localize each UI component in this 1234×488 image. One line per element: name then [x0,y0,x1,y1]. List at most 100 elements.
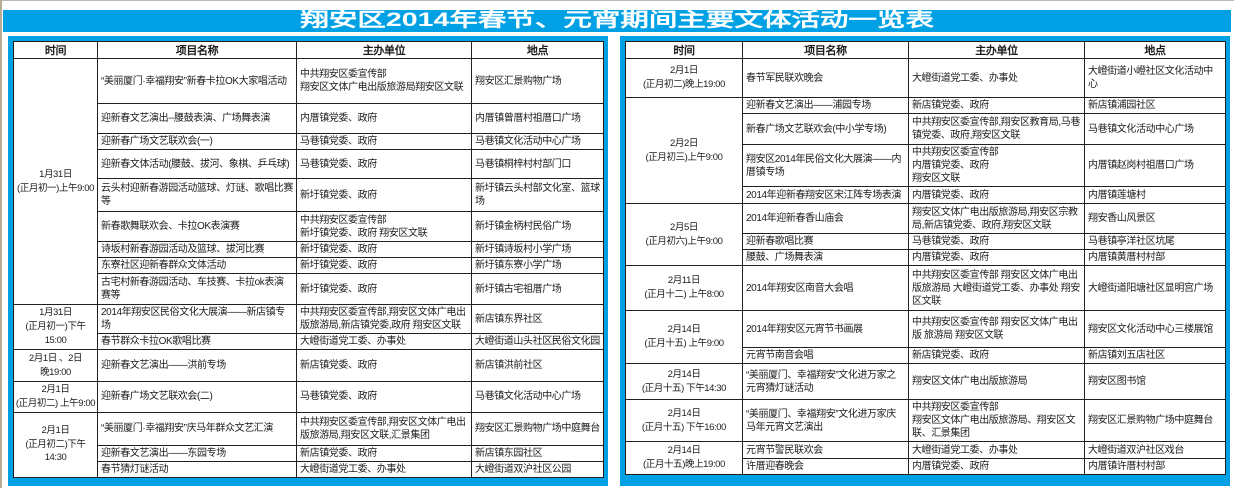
event-row: 云头村迎新春游园活动篮球、灯谜、歌唱比赛等 新圩镇党委、政府 新圩镇云头村部文化室、… [14,178,604,212]
time-cell: 1月31日 (正月初一)上午9:00 [13,58,98,305]
organizer-cell: 马巷镇党委、政府 [296,381,472,413]
event-row: 2月1日 (正月初二)下午 14:30 “美丽厦门·幸福翔安”庆马年群众文艺汇演中… [13,411,604,478]
organizer-cell: 新店镇党委、政府 [908,347,1085,364]
organizer-cell: 中共翔安区委宣传部,翔安区文体广电出版旅游局,新店镇党委,政府 翔安区文联 [296,304,472,334]
organizer-cell: 内厝镇党委、政府 [296,103,472,134]
organizer-column-header: 主办单位 [908,41,1085,59]
time-cell: 2月1日 (正月初二) 上午9:00 [13,381,98,413]
activity-name-cell: 迎新春文艺演出——浦园专场 [742,97,909,114]
location-cell: 马巷镇文化活动中心广场 [471,133,604,150]
location-cell: 马巷镇文化活动中心广场 [1084,113,1226,145]
organizer-cell: 新圩镇党委、政府 [296,178,472,212]
time-cell: 1月31日 (正月初一)下午15:00 [13,304,98,350]
time-cell: 2月1日 、2日 晚19:00 [13,349,98,382]
activity-name-cell: 2014年翔安区民俗文化大展演——新店镇专场 [97,304,297,334]
events-table-left: 时间 项目名称 主办单位 地点 1月31日 (正月初一)上午9:00 “美丽厦门·幸福翔安… [13,41,604,478]
time-cell: 2月2日 (正月初三)上午9:00 [625,97,743,204]
event-row: 诗坂村新春游园活动及篮球、拔河比赛 新圩镇党委、政府 新圩镇诗坂村小学广场 [14,241,604,258]
event-row: 东寮社区迎新春群众文体活动 新圩镇党委、政府 新圩镇东寮小学广场 [14,257,604,274]
activity-name-cell: “美丽厦门·幸福翔安”庆马年群众文艺汇演 [97,411,297,446]
activity-name-cell: “美丽厦门、幸福翔安”文化进万家庆马年元宵文艺演出 [742,399,909,442]
location-cell: 新店镇东界社区 [471,304,604,334]
activity-name-cell: 春节猜灯谜活动 [97,460,297,478]
activity-name-cell: 迎新春文艺演出--腰鼓表演、广场舞表演 [97,103,297,134]
event-row: 迎新春文艺演出——东园专场 新店镇党委、政府 新店镇东园社区 [14,444,604,462]
organizer-cell: 中共翔安区委宣传部 翔安区文体广电出版旅游局、翔安区文联、汇景集团 [908,399,1085,442]
organizer-cell: 新店镇党委、政府 [296,349,472,382]
organizer-cell: 大嶝街道党工委、办事处 [908,58,1085,98]
organizer-cell: 马巷镇党委、政府 [908,233,1085,250]
location-cell: 新圩镇东寮小学广场 [471,257,604,274]
page-title: 翔安区2014年春节、元宵期间主要文体活动一览表 [300,10,934,31]
organizer-cell: 内厝镇党委、政府 [908,249,1085,266]
organizer-cell: 中共翔安区委宣传部,翔安区文体广电出版旅游局,翔安区文联,汇景集团 [296,411,472,446]
event-row: 翔安区2014年民俗文化大展演——内厝镇专场 中共翔安区委宣传部 内厝镇党委、政府… [626,144,1226,187]
title-bar: 翔安区2014年春节、元宵期间主要文体活动一览表 [3,10,1231,32]
organizer-cell: 新店镇党委、政府 [908,97,1085,114]
location-cell: 马巷镇文化活动中心广场 [471,381,604,413]
location-cell: 马巷镇桐梓村村部门口 [471,149,604,179]
organizer-cell: 马巷镇党委、政府 [296,133,472,150]
organizer-cell: 新圩镇党委、政府 [296,273,472,305]
time-cell: 2月11日 (正月十二) 上午8:00 [625,265,743,311]
activity-name-cell: 翔安区2014年民俗文化大展演——内厝镇专场 [742,144,909,187]
table-frame-left: 时间 项目名称 主办单位 地点 1月31日 (正月初一)上午9:00 “美丽厦门·幸福翔安… [8,36,608,486]
activity-name-cell: 东寮社区迎新春群众文体活动 [97,257,297,274]
organizer-cell: 大嶝街道党工委、办事处 [908,441,1085,459]
event-row: 2月1日 (正月初二)晚上19:00 春节军民联欢晚会 大嶝街道党工委、办事处 大嶝街… [625,58,1226,98]
organizer-cell: 新圩镇党委、政府 [296,257,472,274]
organizer-cell: 中共翔安区委宣传部 内厝镇党委、政府 翔安区文联 [908,144,1085,187]
location-cell: 内厝镇莲塘村 [1084,186,1226,204]
activity-name-cell: 迎新春广场文艺联欢会(一) [97,133,297,150]
activity-name-cell: 元宵节南音会唱 [742,347,909,364]
location-cell: 大嶝街道山头社区民俗文化园 [471,333,604,350]
location-cell: 新店镇刘五店社区 [1084,347,1226,364]
time-cell: 2月1日 (正月初二)晚上19:00 [625,58,743,98]
organizer-column-header: 主办单位 [296,41,472,59]
location-cell: 内厝镇黄厝村村部 [1084,249,1226,266]
event-row: 2月5日 (正月初六)上午9:00 2014年迎新春香山庙会 翔安区文体广电出版旅游… [625,203,1226,266]
location-cell: 新圩镇诗坂村小学广场 [471,241,604,258]
activity-name-cell: 迎新春歌唱比赛 [742,233,909,250]
location-cell: 新店镇浦园社区 [1084,97,1226,114]
event-row: 2月1日 (正月初二) 上午9:00 迎新春广场文艺联欢会(二) 马巷镇党委、政府马… [13,381,604,413]
activity-name-cell: 诗坂村新春游园活动及篮球、拔河比赛 [97,241,297,258]
location-cell: 新店镇洪前社区 [471,349,604,382]
location-column-header: 地点 [471,41,604,59]
event-row: 2月14日 (正月十五) 下午14:30 “美丽厦门、幸福翔安”文化进万家之元宵猜… [625,363,1226,400]
organizer-cell: 中共翔安区委宣传部 翔安区文体广电出版旅游局翔安区文联 [296,58,472,104]
activity-name-cell: 新春广场文艺联欢会(中小学专场) [742,113,909,145]
activity-name-cell: 迎新春广场文艺联欢会(二) [97,381,297,413]
event-row: 迎新春广场文艺联欢会(一) 马巷镇党委、政府 马巷镇文化活动中心广场 [14,133,604,150]
location-cell: 新店镇东园社区 [471,444,604,462]
activity-name-cell: 古宅村新春游园活动、车技赛、卡拉ok表演赛等 [97,273,297,305]
event-row: 2月1日 、2日 晚19:00 迎新春文艺演出——洪前专场 新店镇党委、政府 新店镇洪… [13,349,604,382]
location-cell: 内厝镇曾厝村祖厝口广场 [471,103,604,134]
event-row: 迎新春文体活动(腰鼓、拔河、象棋、乒乓球) 马巷镇党委、政府 马巷镇桐梓村村部门口 [14,149,604,179]
time-cell: 2月14日 (正月十五) 下午14:30 [625,363,743,400]
location-cell: 马巷镇亭洋社区坑尾 [1084,233,1226,250]
event-row: 1月31日 (正月初一)上午9:00 “美丽厦门·幸福翔安”新春卡拉OK大家唱活动… [13,58,604,305]
event-row: 2月2日 (正月初三)上午9:00 迎新春文艺演出——浦园专场 新店镇党委、政府 新店… [625,97,1226,204]
event-row: 春节猜灯谜活动 大嶝街道党工委、办事处 大嶝街道双沪社区公园 [14,460,604,478]
scan-edge-top [0,0,1234,1]
activity-name-cell: 春节军民联欢晚会 [742,58,909,98]
location-cell: 大嶝街道小嶝社区文化活动中心 [1084,58,1226,98]
location-cell: 翔安区汇景购物广场中庭舞台 [1084,399,1226,442]
organizer-cell: 中共翔安区委宣传部,翔安区教育局,马巷镇党委、政府,翔安区文联 [908,113,1085,145]
table-frame-right: 时间 项目名称 主办单位 地点 2月1日 (正月初二)晚上19:00 春节军民联欢晚会 大嶝… [620,36,1230,486]
organizer-cell: 中共翔安区委宣传部 翔安区文体广电出版 旅游局 翔安区文联 [908,310,1085,348]
time-cell: 2月1日 (正月初二)下午 14:30 [13,411,98,478]
event-row: 迎新春文艺演出--腰鼓表演、广场舞表演 内厝镇党委、政府 内厝镇曾厝村祖厝口广场 [14,103,604,134]
location-cell: 内厝镇赵岗村祖厝口广场 [1084,144,1226,187]
event-row: 春节群众卡拉OK歌唱比赛 大嶝街道党工委、办事处 大嶝街道山头社区民俗文化园 [14,333,604,350]
activity-name-cell: 腰鼓、广场舞表演 [742,249,909,266]
location-cell: 内厝镇许厝村村部 [1084,458,1226,475]
activity-name-cell: 2014年迎新春香山庙会 [742,203,909,234]
activity-name-cell: 元宵节警民联欢会 [742,441,909,459]
location-cell: 翔安区汇景购物广场 [471,58,604,104]
location-cell: 大嶝街道双沪社区戏台 [1084,441,1226,459]
activity-name-cell: 迎新春文体活动(腰鼓、拔河、象棋、乒乓球) [97,149,297,179]
location-column-header: 地点 [1084,41,1226,59]
activity-name-cell: 2014年翔安区南音大会唱 [742,265,909,311]
